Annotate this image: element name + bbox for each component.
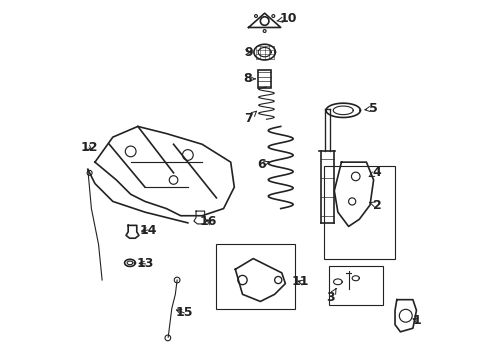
Bar [329,266,383,305]
Text: 9: 9 [244,46,253,59]
Text: 14: 14 [139,224,157,237]
Text: 10: 10 [277,12,297,25]
Text: 13: 13 [137,257,154,270]
Text: 1: 1 [412,314,421,327]
Text: 15: 15 [175,306,193,319]
Text: 4: 4 [369,166,382,179]
Text: 6: 6 [257,158,269,171]
Text: 5: 5 [365,102,378,115]
Circle shape [87,170,92,175]
Bar [323,166,395,258]
Text: 16: 16 [200,215,217,228]
Text: 3: 3 [326,288,336,305]
Text: 11: 11 [292,275,309,288]
Text: 12: 12 [80,141,98,154]
Bar [258,70,271,88]
Text: 8: 8 [244,72,255,85]
Text: 7: 7 [244,111,256,125]
Text: 2: 2 [370,198,382,212]
Bar [217,244,295,309]
